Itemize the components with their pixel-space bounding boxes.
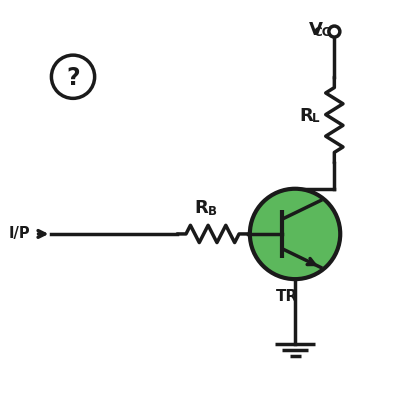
Circle shape [250,189,340,279]
Text: L: L [312,112,320,125]
Text: I/P: I/P [8,226,30,241]
Circle shape [329,26,340,37]
Text: R: R [195,199,208,217]
Circle shape [52,55,95,98]
Text: V: V [309,21,322,39]
Text: B: B [208,205,216,217]
Text: R: R [299,107,313,125]
Text: TR: TR [276,289,298,304]
Text: ?: ? [66,66,80,90]
Text: CC: CC [313,26,330,39]
